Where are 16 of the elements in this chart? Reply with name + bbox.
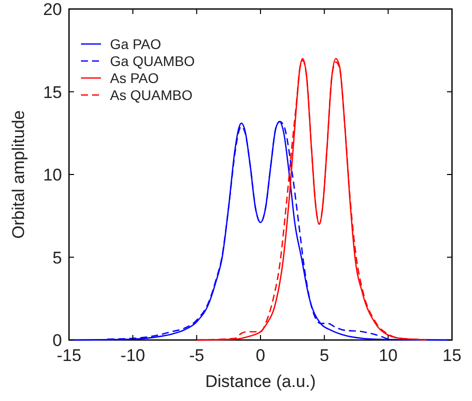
legend-label: As QUAMBO [110,87,193,103]
legend-label: As PAO [110,70,159,86]
y-axis-title: Orbital amplitude [9,110,28,239]
x-axis-title: Distance (a.u.) [205,372,316,391]
y-tick-label: 20 [43,0,62,19]
x-tick-label: 15 [442,346,462,365]
x-tick-label: 0 [256,346,266,365]
x-tick-label: 10 [378,346,398,365]
legend-label: Ga QUAMBO [110,53,195,69]
y-tick-label: 5 [52,248,62,268]
y-tick-label: 15 [43,82,62,102]
x-tick-label: 5 [320,346,330,365]
legend-label: Ga PAO [110,36,162,52]
y-tick-label: 10 [43,166,62,184]
x-tick-label: -5 [189,346,204,365]
x-tick-label: -10 [120,346,146,365]
